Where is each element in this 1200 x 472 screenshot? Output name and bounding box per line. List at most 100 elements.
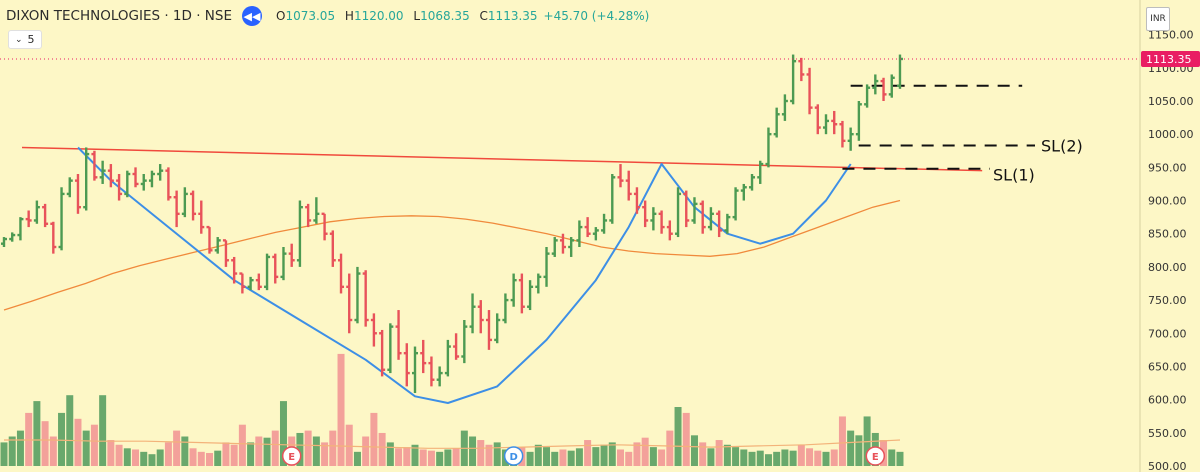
ohlc-bar — [494, 313, 501, 344]
ohlc-bar — [329, 230, 336, 267]
volume-bar — [633, 442, 641, 466]
volume-bar — [329, 430, 337, 466]
ohlc-bar — [765, 127, 772, 168]
ohlc-bar — [222, 239, 229, 267]
price-change: +45.70 (+4.28%) — [543, 9, 650, 23]
volume-bar — [0, 442, 8, 466]
dividend-event-marker[interactable] — [503, 446, 524, 466]
ohlc-bar — [444, 339, 451, 377]
price-tick-label: 1000.00 — [1148, 128, 1194, 141]
price-tick-label: 850.00 — [1148, 228, 1187, 241]
ohlc-bar — [412, 346, 418, 393]
ohlc-bar — [642, 200, 649, 228]
volume-bar — [132, 449, 140, 466]
volume-bar — [559, 449, 567, 466]
ohlc-bar — [190, 190, 197, 221]
ohlc-bar — [675, 187, 682, 238]
volume-bar — [855, 435, 863, 466]
moving-average-line — [3, 199, 901, 311]
volume-bar — [378, 432, 386, 466]
volume-bar — [690, 435, 698, 466]
volume-bar — [584, 440, 592, 466]
ohlc-bar — [880, 77, 887, 101]
earnings-event-label: E — [872, 452, 879, 463]
volume-bar — [625, 451, 633, 466]
ohlc-bar — [740, 183, 747, 201]
ohlc-bar — [198, 200, 205, 234]
ohlc-bar — [379, 329, 386, 377]
ohlc-bar — [272, 253, 279, 284]
volume-bar — [386, 442, 394, 466]
volume-bar — [419, 449, 427, 466]
ohlc-bar — [650, 207, 657, 231]
ohlc-bar — [502, 293, 509, 324]
volume-bar — [82, 430, 90, 466]
high-value: 1120.00 — [353, 9, 404, 23]
ohlc-bar — [66, 177, 73, 198]
ohlc-bar — [165, 167, 172, 201]
ohlc-bar — [239, 272, 246, 294]
ohlc-bar — [157, 164, 164, 181]
ohlc-bar — [148, 170, 155, 188]
ohlc-bar — [872, 74, 879, 95]
volume-bar — [312, 436, 320, 466]
ohlc-bar — [264, 253, 271, 291]
last-price-badge — [1141, 50, 1200, 67]
ohlc-bar — [691, 197, 698, 224]
indicator-toggle[interactable]: ⌄ 5 — [8, 30, 42, 49]
ohlc-bar — [395, 310, 402, 360]
volume-bar — [732, 447, 740, 466]
dividend-event-label: D — [509, 452, 517, 463]
volume-bar — [304, 430, 312, 466]
ohlc-bar — [33, 200, 40, 224]
volume-bar — [189, 448, 197, 466]
earnings-event-marker[interactable] — [865, 446, 886, 466]
volume-bar — [608, 442, 616, 466]
volume-bar — [452, 448, 460, 466]
volume-bar — [263, 437, 271, 466]
volume-bar — [806, 448, 814, 466]
currency-label[interactable]: INR — [1146, 7, 1170, 31]
ohlc-bar — [214, 237, 221, 254]
volume-bar — [362, 436, 370, 466]
ohlc-bar — [206, 225, 213, 254]
ohlc-bar — [247, 276, 254, 291]
chevron-down-icon: ⌄ — [15, 34, 23, 45]
earnings-event-marker[interactable] — [281, 446, 302, 466]
volume-bar — [353, 451, 361, 466]
ohlc-bar — [831, 110, 838, 135]
volume-bar — [888, 449, 896, 466]
ohlc-bar — [806, 67, 813, 115]
volume-bar — [748, 451, 756, 466]
volume-bar — [58, 412, 66, 466]
volume-bar — [641, 437, 649, 466]
price-tick-label: 1050.00 — [1148, 95, 1194, 108]
volume-bar — [395, 448, 403, 466]
ohlc-bar — [403, 343, 410, 387]
price-tick-label: 800.00 — [1148, 261, 1187, 274]
ohlc-bar — [173, 190, 180, 228]
volume-bar — [543, 447, 551, 466]
ohlc-bar — [305, 203, 312, 228]
ohlc-bar — [855, 101, 862, 141]
ohlc-bar — [9, 232, 16, 242]
volume-bar — [337, 353, 345, 466]
volume-bar — [764, 454, 772, 466]
ohlc-bar — [535, 273, 542, 294]
ohlc-bar — [313, 197, 320, 224]
ohlc-bar — [510, 273, 517, 307]
volume-bar — [181, 436, 189, 466]
rewind-icon[interactable]: ◀◀ — [242, 6, 262, 26]
ohlc-bar — [83, 147, 90, 211]
volume-bar — [140, 451, 148, 466]
high-key: H — [344, 9, 354, 23]
volume-bar — [847, 430, 855, 466]
ohlc-bar — [107, 164, 114, 188]
volume-bar — [41, 421, 49, 466]
stop-loss-1-label: SL(1) — [993, 166, 1035, 185]
volume-bar — [551, 451, 559, 466]
last-price-badge-label: 1113.35 — [1146, 53, 1192, 66]
volume-bar — [271, 430, 279, 466]
volume-bar — [222, 442, 230, 466]
